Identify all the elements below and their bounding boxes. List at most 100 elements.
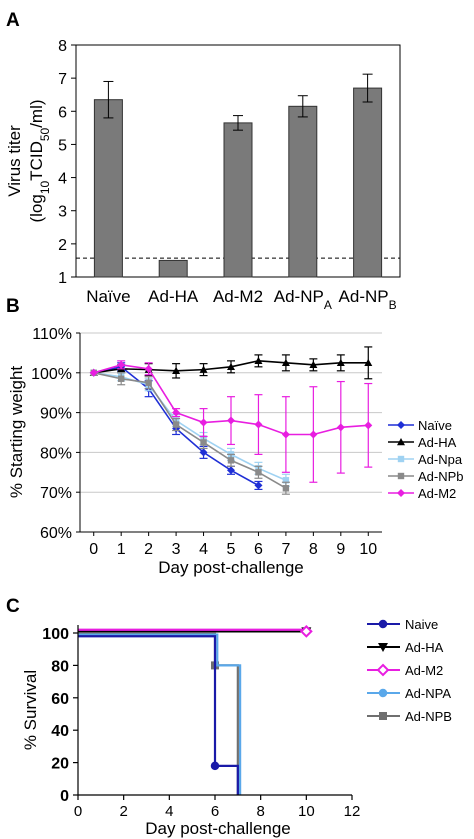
series-line <box>93 372 287 489</box>
series-ad-npb <box>90 369 290 495</box>
x-tick-subscript: B <box>389 298 397 312</box>
y-tick-label: 6 <box>58 104 67 121</box>
panel-b-legend: Naïve Ad-HA Ad-Npa Ad-NPb Ad-M2 <box>388 418 464 501</box>
panel-a-y-label-line1: Virus titer <box>5 125 24 197</box>
legend-label: Ad-Npa <box>418 452 463 467</box>
legend-marker <box>379 712 387 720</box>
data-point <box>309 360 318 369</box>
data-point <box>299 624 313 638</box>
legend-marker <box>378 643 388 652</box>
y-tick-label: 110% <box>32 326 72 343</box>
data-point <box>364 358 373 367</box>
data-point <box>172 421 180 428</box>
y-tick-label: 40 <box>51 723 69 740</box>
data-point <box>254 481 263 490</box>
legend-label: Ad-HA <box>418 435 457 450</box>
x-tick-label: 10 <box>298 803 315 820</box>
bar <box>288 105 318 278</box>
panel-c-x-label: Day post-challenge <box>145 819 291 838</box>
x-tick-label: 0 <box>74 803 82 820</box>
series-naive <box>78 635 239 795</box>
bar <box>353 87 383 278</box>
y-tick-label: 5 <box>58 137 67 154</box>
data-point <box>145 379 152 386</box>
panel-c-letter: C <box>6 596 20 617</box>
data-point <box>199 418 208 427</box>
series-ad-m2 <box>78 624 313 638</box>
series-ad-npa <box>78 633 242 795</box>
panel-a-letter: A <box>6 10 20 31</box>
y-tick-label: 0 <box>60 788 69 805</box>
x-tick-label: 12 <box>344 803 361 820</box>
y-tick-label: 1 <box>58 270 67 287</box>
x-tick-label: 4 <box>165 803 173 820</box>
legend-label: Naïve <box>418 418 452 433</box>
x-tick-label: 8 <box>309 541 318 558</box>
panel-c-legend: Naive Ad-HA Ad-M2 Ad-NPA Ad-NPB <box>367 617 452 724</box>
x-tick-label: 9 <box>336 541 345 558</box>
data-point <box>172 408 181 417</box>
data-point <box>255 469 262 476</box>
data-point <box>144 364 153 373</box>
panel-a-x-labels: Naïve Ad-HA Ad-M2 Ad-NPA Ad-NPB <box>86 287 396 312</box>
panel-c-y-label: % Survival <box>21 670 40 750</box>
y-tick-label: 2 <box>58 237 67 254</box>
bar <box>158 259 188 278</box>
y-tick-label: 70% <box>40 485 72 502</box>
panel-c: C 0 20 40 60 80 100 0 2 4 6 8 10 12 Naive Ad-HA Ad-M2… <box>6 596 452 838</box>
data-point <box>227 457 235 464</box>
panel-b-letter: B <box>6 296 20 317</box>
data-point <box>309 430 318 439</box>
series-ad-ha <box>89 346 373 380</box>
data-point <box>254 420 263 429</box>
y-tick-label: 20 <box>51 756 69 773</box>
panel-b-series <box>89 346 373 495</box>
x-tick-label: Naïve <box>86 287 130 306</box>
panel-b-y-ticks: 60% 70% 80% 90% 100% 110% <box>31 326 80 542</box>
series-ad-m2 <box>89 360 373 483</box>
x-tick-label: 8 <box>256 803 264 820</box>
data-point <box>281 430 290 439</box>
y-tick-label: 7 <box>58 71 67 88</box>
legend-marker <box>378 688 388 698</box>
y-tick-label: 60% <box>40 525 72 542</box>
x-tick-label: 6 <box>211 803 219 820</box>
legend-label: Ad-M2 <box>418 486 456 501</box>
x-tick-label: 4 <box>199 541 208 558</box>
y-tick-label: 90% <box>40 406 72 423</box>
panel-a: A 1 2 3 4 5 6 7 8 Naïve Ad-HA Ad-M2 Ad-NPA Ad-NPB V… <box>5 10 401 312</box>
x-tick-label: 6 <box>254 541 263 558</box>
series-line <box>93 372 287 481</box>
y-tick-label: 60 <box>51 691 69 708</box>
x-tick-label: 3 <box>172 541 181 558</box>
y-tick-label: 100 <box>42 626 69 643</box>
x-tick-label: 2 <box>119 803 127 820</box>
data-point <box>227 416 235 425</box>
panel-b-y-label: % Starting weight <box>7 366 26 499</box>
legend-marker <box>397 472 405 480</box>
survival-line <box>78 632 239 795</box>
data-point <box>336 358 345 367</box>
data-point <box>117 360 126 369</box>
x-tick-label: Ad-NPB <box>339 287 397 312</box>
bar <box>93 99 123 278</box>
legend-label: Naive <box>405 617 438 632</box>
legend-marker <box>397 438 405 446</box>
y-tick-label: 100% <box>31 366 72 383</box>
data-point <box>210 761 220 771</box>
x-tick-label: 0 <box>89 541 98 558</box>
panel-c-y-ticks: 0 20 40 60 80 100 <box>42 626 78 805</box>
data-point <box>227 466 235 475</box>
panel-a-y-ticks: 1 2 3 4 5 6 7 8 <box>58 38 76 287</box>
legend-label: Ad-M2 <box>405 663 443 678</box>
x-tick-label: 2 <box>144 541 153 558</box>
y-tick-label: 80 <box>51 658 69 675</box>
x-tick-label: 10 <box>359 541 377 558</box>
x-tick-label: Ad-HA <box>148 287 199 306</box>
series-ad-npa <box>90 369 290 487</box>
data-point <box>282 485 290 492</box>
panel-a-bars <box>93 73 383 278</box>
panel-b: B 60% 70% 80% 90% 100% 110% 0 1 2 3 4 5 6 7 8 9 10 Naïv… <box>6 296 464 577</box>
legend-label: Ad-NPB <box>405 709 452 724</box>
